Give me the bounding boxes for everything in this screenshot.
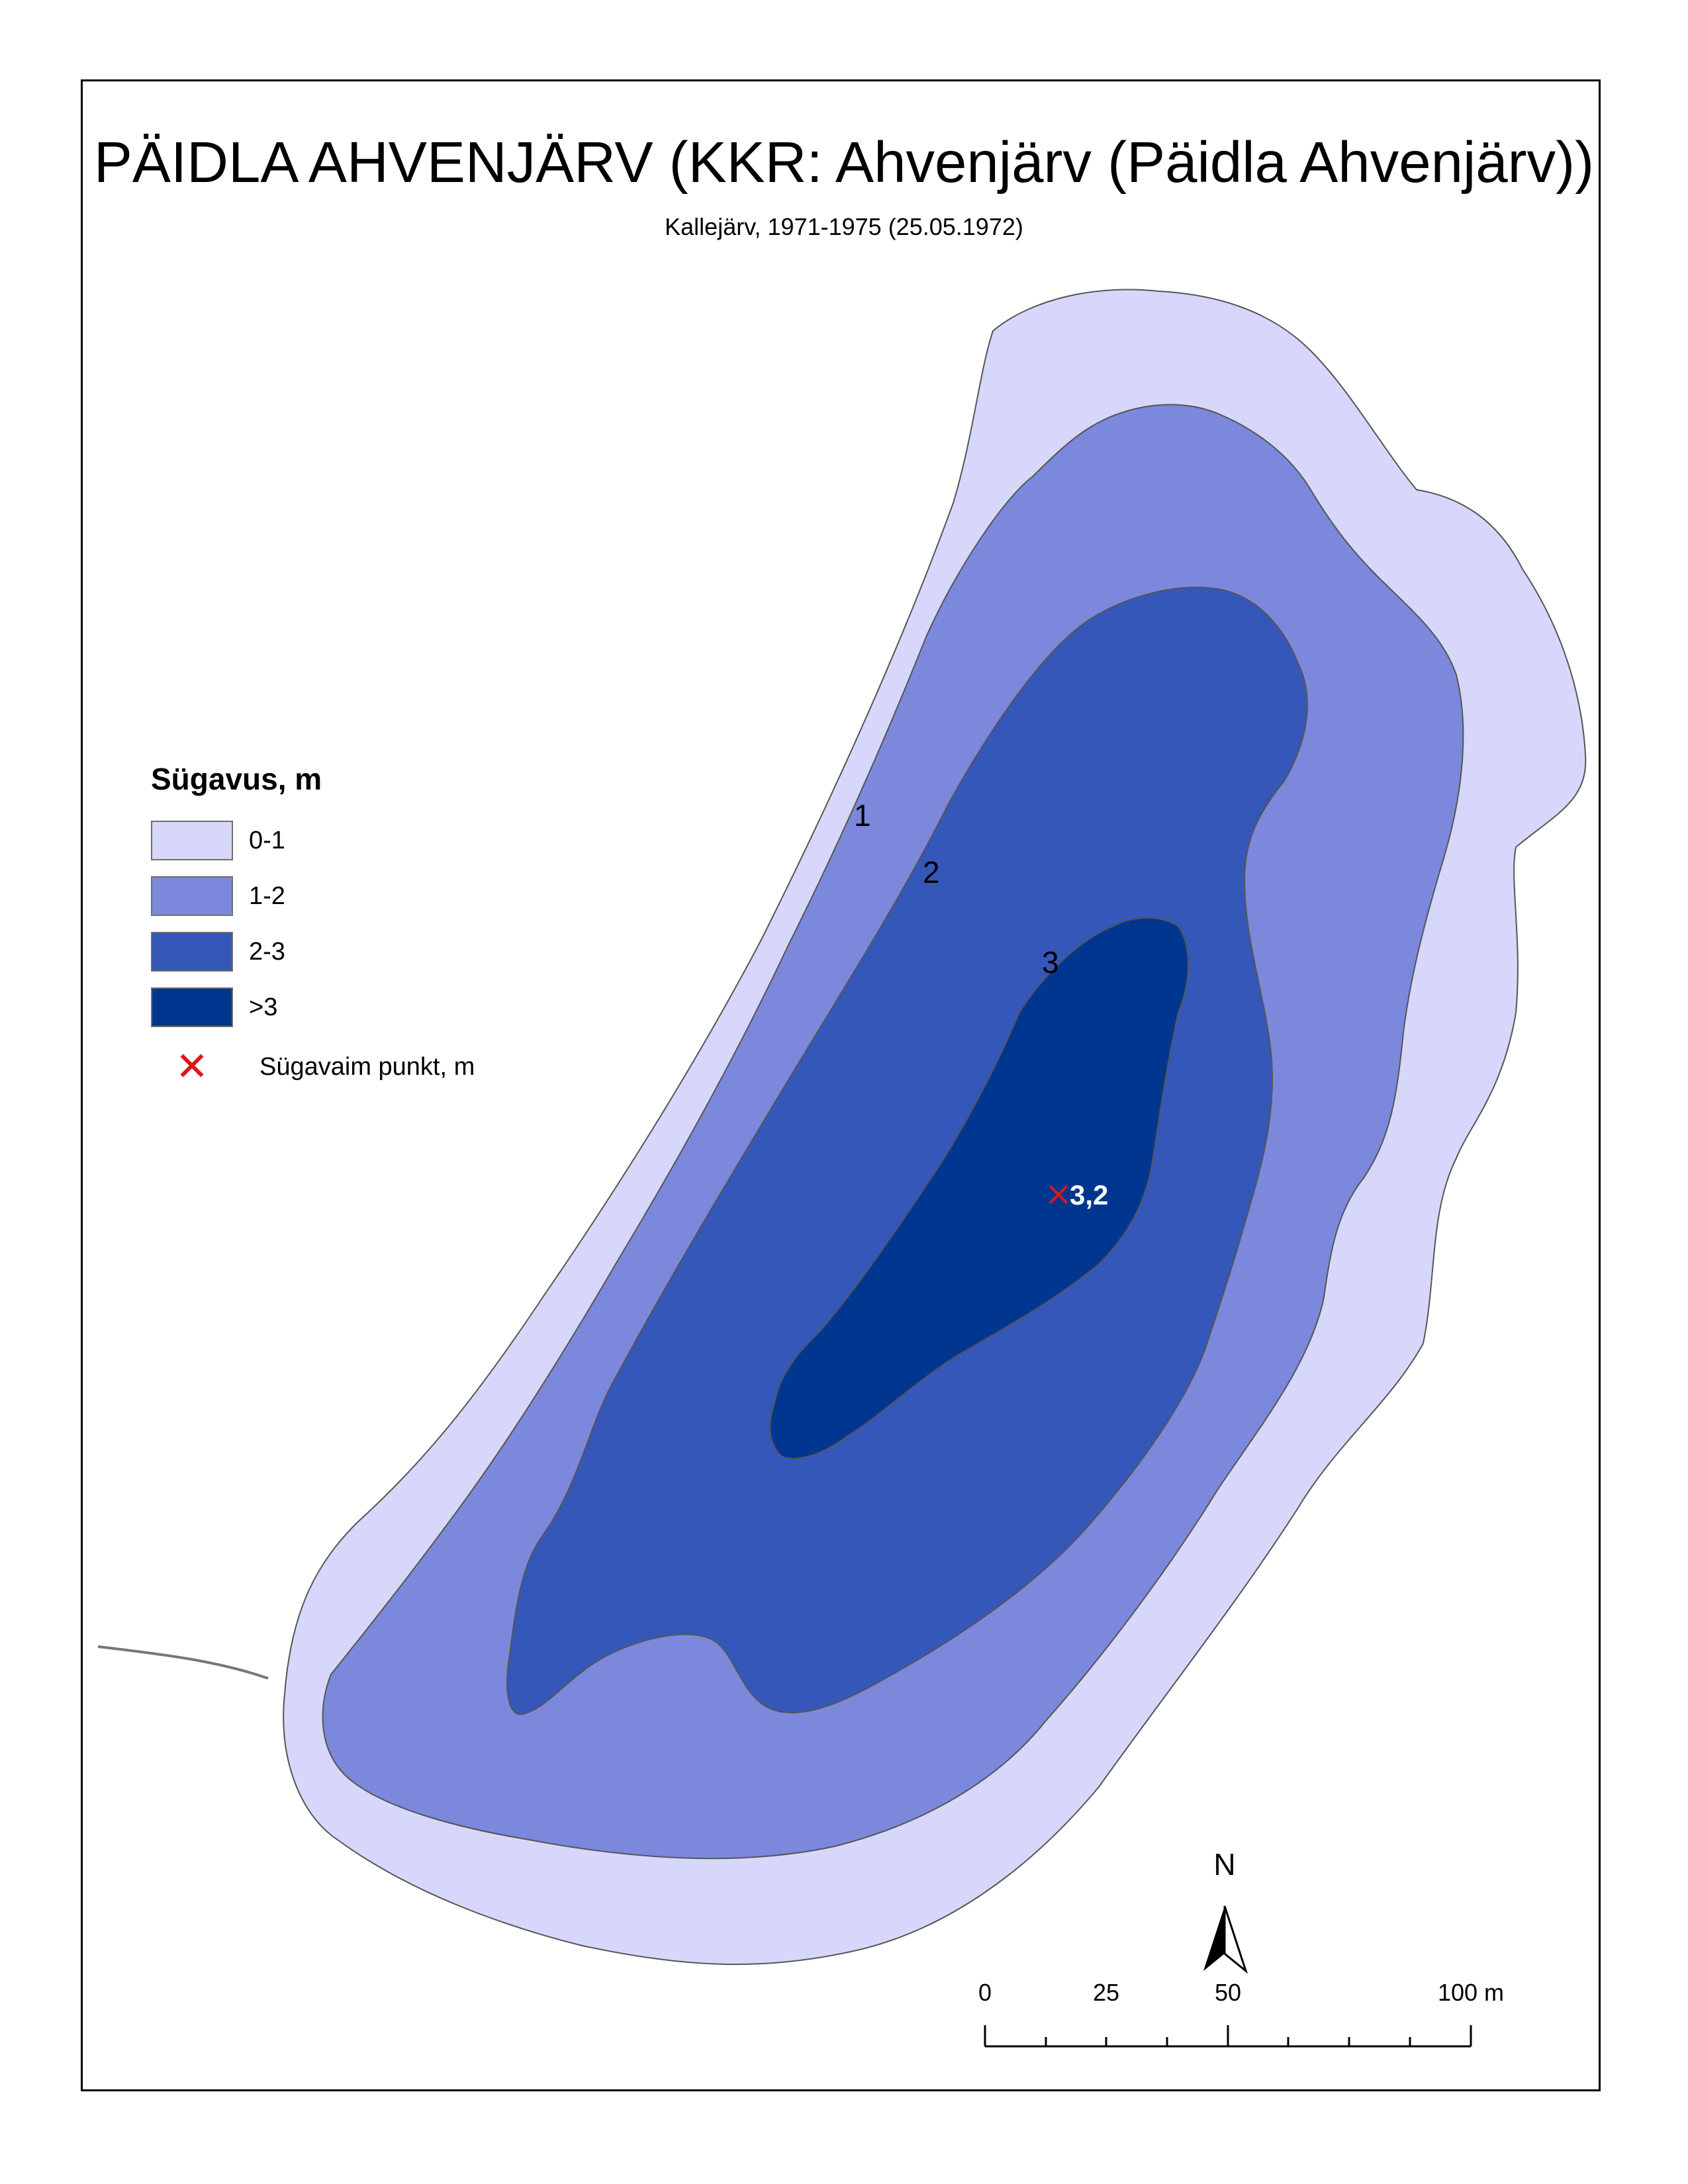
legend-item: 0-1 bbox=[151, 813, 475, 868]
north-arrow-icon bbox=[1203, 1905, 1248, 1974]
legend-label: 0-1 bbox=[249, 826, 285, 854]
legend-label: 1-2 bbox=[249, 882, 285, 910]
legend-label: >3 bbox=[249, 993, 278, 1021]
legend-swatch bbox=[151, 932, 233, 972]
legend-item: >3 bbox=[151, 979, 475, 1035]
contour-label-3: 3 bbox=[1042, 945, 1059, 979]
scale-tick-label: 50 bbox=[1214, 1979, 1242, 2006]
scale-tick-label: 0 bbox=[978, 1979, 992, 2006]
depth-legend: Sügavus, m 0-1 1-2 2-3 >3 ✕ Sügavaim pun… bbox=[151, 761, 475, 1087]
legend-item: 1-2 bbox=[151, 868, 475, 924]
map-subtitle: Kallejärv, 1971-1975 (25.05.1972) bbox=[665, 213, 1023, 240]
contour-label-2: 2 bbox=[923, 855, 940, 889]
map-title: PÄIDLA AHVENJÄRV (KKR: Ahvenjärv (Päidla… bbox=[93, 130, 1595, 195]
legend-label: 2-3 bbox=[249, 937, 285, 966]
legend-deepest-label: Sügavaim punkt, m bbox=[259, 1052, 475, 1081]
legend-swatch bbox=[151, 987, 233, 1027]
depth-zone-deeper-than-3 bbox=[769, 917, 1189, 1459]
map-frame bbox=[81, 79, 1601, 2091]
deepest-point-value: 3,2 bbox=[1070, 1179, 1108, 1210]
legend-swatch bbox=[151, 876, 233, 916]
legend-title: Sügavus, m bbox=[151, 762, 322, 796]
legend-swatch bbox=[151, 821, 233, 860]
legend-item: 2-3 bbox=[151, 924, 475, 979]
contour-label-1: 1 bbox=[854, 798, 871, 833]
depth-zone-2-3 bbox=[506, 586, 1308, 1715]
scale-tick-label: 25 bbox=[1092, 1979, 1120, 2006]
scale-tick-label: 100 m bbox=[1437, 1979, 1505, 2006]
north-arrow: N bbox=[1192, 1846, 1258, 1882]
inflow-stream bbox=[97, 1645, 269, 1680]
deepest-point-icon: ✕ bbox=[175, 1044, 209, 1089]
deepest-point-marker bbox=[1049, 1185, 1068, 1205]
legend-deepest-point: ✕ Sügavaim punkt, m bbox=[151, 1047, 475, 1087]
scale-bar bbox=[984, 2025, 1472, 2048]
north-label: N bbox=[1213, 1847, 1236, 1882]
